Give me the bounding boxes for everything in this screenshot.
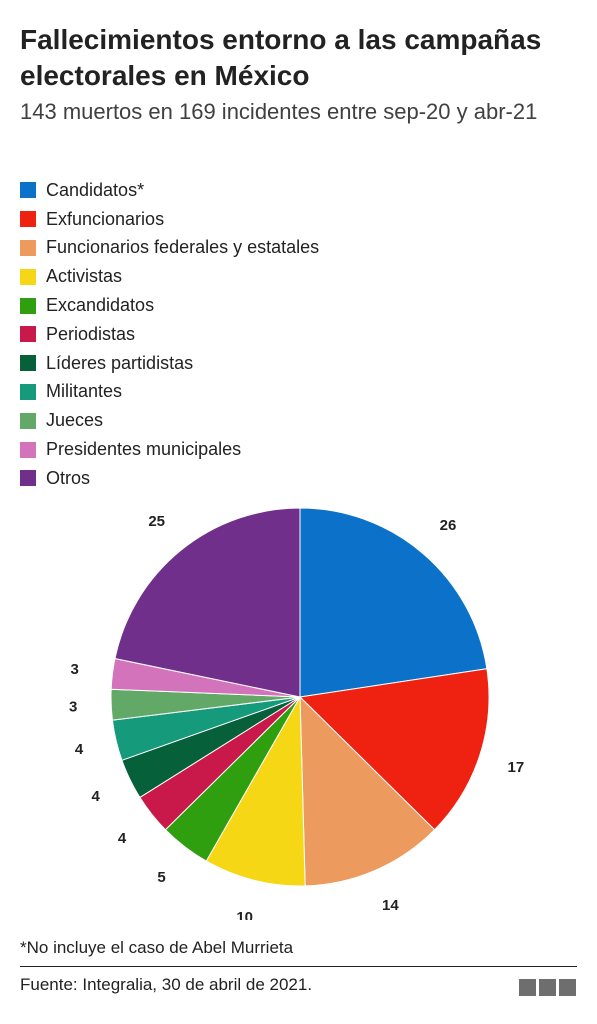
pie-slice bbox=[205, 695, 306, 887]
legend-swatch bbox=[20, 297, 36, 314]
source-note: Fuente: Integralia, 30 de abril de 2021. bbox=[20, 975, 313, 994]
bbc-logo-block bbox=[559, 979, 576, 996]
footnote: *No incluye el caso de Abel Murrieta bbox=[20, 938, 294, 957]
slice-value-label: 4 bbox=[118, 830, 127, 847]
legend-swatch bbox=[20, 211, 36, 228]
pie-slice bbox=[114, 507, 301, 698]
bbc-logo-block bbox=[519, 979, 536, 996]
legend-label: Militantes bbox=[46, 381, 123, 402]
slice-value-label: 14 bbox=[382, 897, 399, 914]
legend-label: Excandidatos bbox=[46, 295, 155, 316]
legend-label: Funcionarios federales y estatales bbox=[46, 237, 320, 258]
legend-item: Exfuncionarios bbox=[20, 205, 580, 234]
legend-item: Funcionarios federales y estatales bbox=[20, 234, 580, 263]
legend-label: Exfuncionarios bbox=[46, 208, 165, 229]
pie-slice bbox=[299, 507, 488, 698]
slice-value-label: 4 bbox=[75, 741, 84, 758]
slice-value-label: 10 bbox=[236, 909, 253, 920]
slice-value-label: 17 bbox=[508, 759, 525, 776]
chart-subtitle: 143 muertos en 169 incidentes entre sep-… bbox=[20, 99, 538, 124]
legend-swatch bbox=[20, 470, 36, 487]
legend-label: Candidatos* bbox=[46, 179, 145, 200]
legend-item: Otros bbox=[20, 464, 580, 493]
legend-label: Jueces bbox=[46, 410, 104, 431]
chart-title: Fallecimientos entorno a las campañas el… bbox=[20, 24, 542, 91]
slice-value-label: 26 bbox=[440, 517, 457, 534]
pie-slice bbox=[298, 668, 490, 831]
bbc-logo bbox=[519, 979, 576, 996]
pie-slice bbox=[299, 695, 436, 887]
legend-swatch bbox=[20, 239, 36, 256]
legend-item: Candidatos* bbox=[20, 176, 580, 205]
legend-item: Líderes partidistas bbox=[20, 349, 580, 378]
legend-item: Activistas bbox=[20, 262, 580, 291]
legend-item: Jueces bbox=[20, 406, 580, 435]
slice-value-label: 4 bbox=[92, 788, 101, 805]
legend-swatch bbox=[20, 383, 36, 400]
pie-chart: 26 17 14 10 5 4 4 4 3 3 25 bbox=[69, 507, 525, 920]
bbc-logo-block bbox=[539, 979, 556, 996]
slice-value-label: 25 bbox=[148, 513, 165, 530]
legend-item: Excandidatos bbox=[20, 291, 580, 320]
legend-swatch bbox=[20, 355, 36, 372]
legend-label: Presidentes municipales bbox=[46, 439, 242, 460]
legend-swatch bbox=[20, 268, 36, 285]
slice-value-label: 5 bbox=[157, 869, 165, 886]
legend: Candidatos* Exfuncionarios Funcionarios fe… bbox=[20, 176, 580, 493]
slice-value-label: 3 bbox=[71, 661, 79, 678]
slice-value-label: 3 bbox=[69, 698, 77, 715]
legend-swatch bbox=[20, 412, 36, 429]
legend-item: Periodistas bbox=[20, 320, 580, 349]
legend-label: Otros bbox=[46, 467, 91, 488]
legend-swatch bbox=[20, 441, 36, 458]
legend-label: Líderes partidistas bbox=[46, 352, 194, 373]
legend-item: Presidentes municipales bbox=[20, 435, 580, 464]
legend-label: Periodistas bbox=[46, 323, 136, 344]
legend-label: Activistas bbox=[46, 266, 123, 287]
legend-swatch bbox=[20, 326, 36, 343]
legend-item: Militantes bbox=[20, 378, 580, 407]
legend-swatch bbox=[20, 182, 36, 199]
divider bbox=[20, 966, 577, 967]
